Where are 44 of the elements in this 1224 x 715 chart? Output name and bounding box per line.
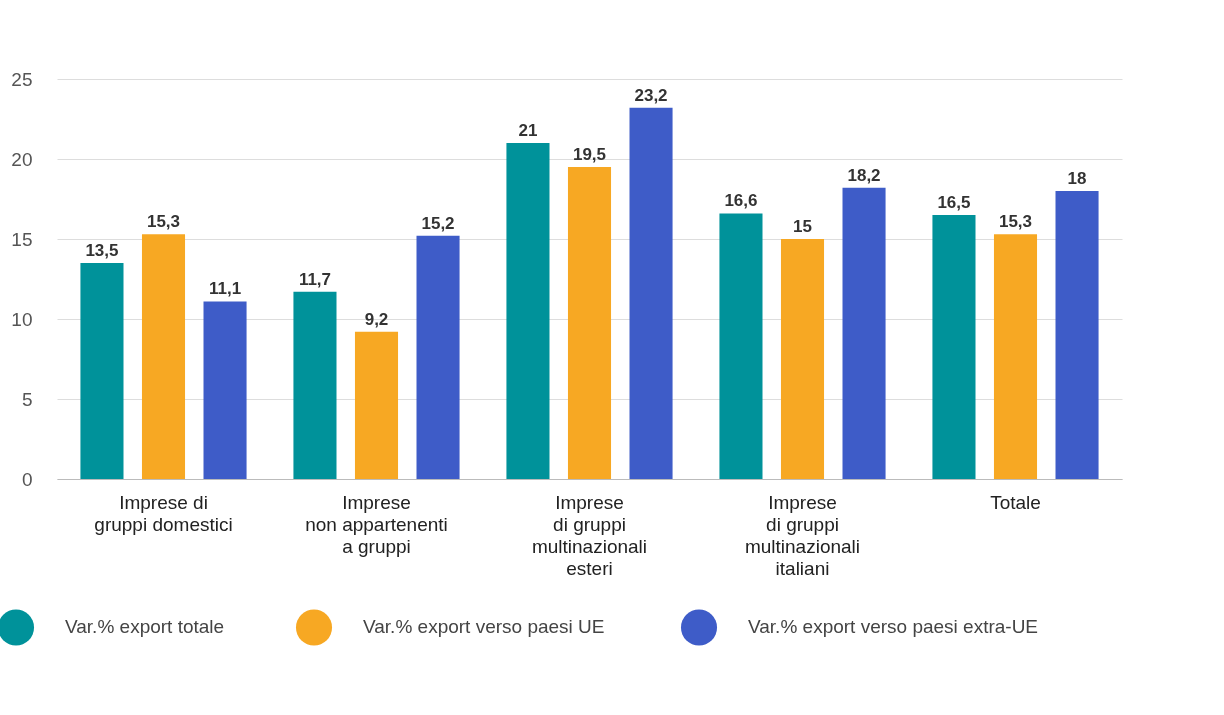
text: 16,6 (724, 191, 758, 211)
y-tick-label: 10 (11, 308, 33, 330)
bar (780, 239, 825, 479)
legend-label: Var.% export verso paesi UE (363, 616, 605, 638)
text: 15,2 (421, 213, 455, 233)
bar (993, 234, 1038, 479)
bar (506, 143, 550, 479)
text: 16,5 (937, 193, 971, 212)
bar (629, 107, 673, 479)
legend-label: Var.% export totale (65, 616, 225, 638)
text: 23,2 (634, 85, 668, 105)
text: 11,7 (298, 269, 332, 289)
x-tick-label: Imprese di gruppi multinazionali italiani (744, 491, 861, 579)
x-tick-label: Imprese non appartenenti a gruppi (305, 491, 448, 557)
x-tick-label: Totale (990, 491, 1041, 513)
y-tick-label: 15 (11, 228, 33, 250)
text: 15 (793, 217, 812, 236)
bar (932, 215, 976, 479)
text: 19,5 (572, 145, 607, 164)
y-tick-label: 0 (21, 468, 33, 490)
bar (203, 301, 247, 479)
text: 21 (518, 121, 538, 140)
text: 15,3 (998, 212, 1033, 232)
x-tick-label: Imprese di gruppi multinazionali esteri (531, 491, 648, 579)
bar (567, 167, 612, 479)
bar (80, 263, 124, 479)
text: 18,2 (847, 165, 881, 185)
y-tick-label: 5 (21, 388, 33, 410)
legend-label: Var.% export verso paesi extra-UE (748, 616, 1039, 638)
bar (719, 213, 763, 479)
text: 9,2 (364, 309, 389, 329)
y-tick-label: 25 (11, 68, 33, 90)
text: 18 (1067, 169, 1087, 188)
bar (141, 234, 186, 479)
text: 13,5 (85, 241, 119, 260)
bar (354, 331, 399, 479)
text: 15,3 (146, 212, 181, 232)
y-tick-label: 20 (11, 148, 33, 170)
bar (1055, 191, 1099, 479)
bar (842, 187, 886, 479)
x-tick-label: Imprese di gruppi domestici (94, 491, 233, 535)
bar (416, 235, 460, 479)
text: 11,1 (208, 279, 242, 299)
bar (293, 291, 337, 479)
